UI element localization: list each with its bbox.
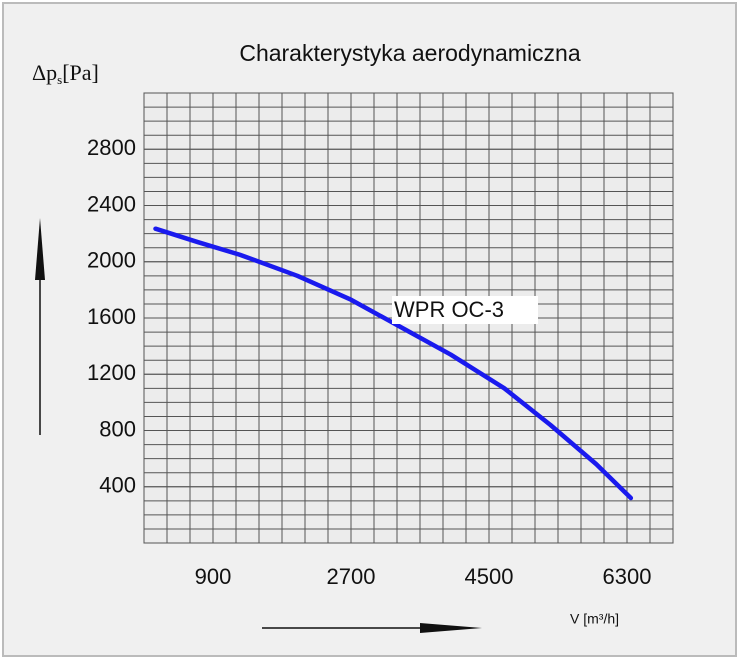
y-tick-label: 1600: [87, 304, 136, 329]
y-tick-label: 1200: [87, 360, 136, 385]
y-axis-label: Δps[Pa]: [32, 60, 99, 87]
x-tick-label: 2700: [327, 564, 376, 589]
chart-title: Charakterystyka aerodynamiczna: [239, 40, 581, 66]
y-label-sub: s: [57, 72, 62, 87]
x-tick-label: 900: [195, 564, 232, 589]
x-arrowhead: [420, 623, 482, 633]
y-tick-label: 2800: [87, 135, 136, 160]
y-arrowhead: [35, 218, 45, 280]
y-tick-label: 800: [99, 416, 136, 441]
y-label-main: Δp: [32, 60, 57, 85]
data-line: [153, 226, 634, 501]
y-label-unit: [Pa]: [62, 60, 99, 85]
series-label-bg: [392, 296, 538, 324]
y-tick-label: 2400: [87, 191, 136, 216]
y-tick-label: 400: [99, 473, 136, 498]
x-tick-label: 4500: [465, 564, 514, 589]
series-label: WPR OC-3: [394, 297, 504, 322]
x-axis-label: V [m³/h]: [570, 611, 619, 627]
y-tick-label: 2000: [87, 248, 136, 273]
x-tick-label: 6300: [603, 564, 652, 589]
plot-area: 900 2700 4500 6300 400 800 1200 1600 2000 2400 280…: [87, 92, 674, 589]
